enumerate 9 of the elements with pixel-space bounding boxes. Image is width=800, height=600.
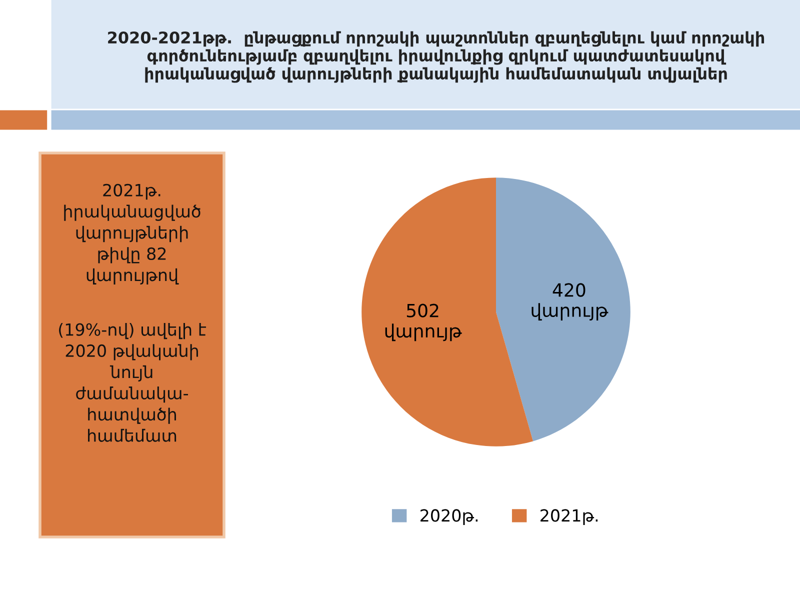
chart-title: 2020-2021թթ. ընթացքում որոշակի պաշտոններ զբաղեցնելու կամ որոշակի գործունեությամբ զբաղվելու իրավունքից զրկում պատժատեսակով իրականացված վարույթների քանակային համեմատական տվյալներ [108,31,764,83]
text: (19%-ով) ավելի է 2020 թվականի նույն ժամանակա- հատվածի համեմատ [59,322,206,442]
pie-slice [362,178,534,446]
data-label: 502 վարույթ [385,304,462,342]
text: 2021թ. իրականացված վարույթների թիվը 82 վարույթով [64,184,200,284]
data-label: 420 վարույթ [532,283,608,321]
legend-label: 2021թ. [540,509,598,525]
legend-label: 2020թ. [420,509,478,525]
pie-slice [496,178,630,442]
